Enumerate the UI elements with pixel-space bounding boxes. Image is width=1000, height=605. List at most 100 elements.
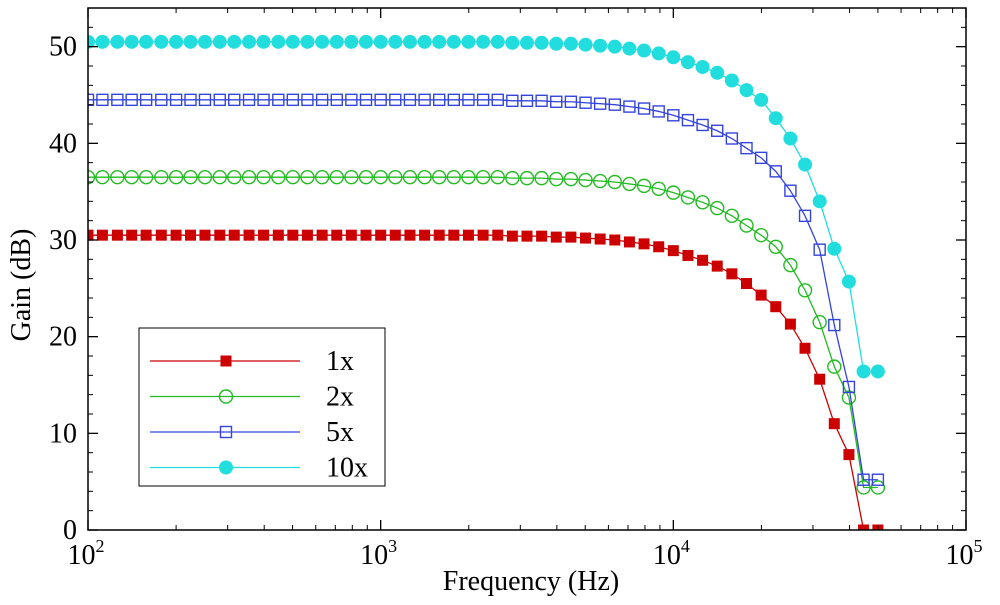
point-2x-0 [88,169,96,185]
point-10x-49 [798,157,813,172]
point-5x-16 [315,93,329,107]
x-tick-exponent: 5 [974,536,983,556]
point-5x-12 [257,93,270,107]
x-axis-label: Frequency (Hz) [443,566,619,597]
point-2x-44 [724,208,740,224]
point-1x-44 [726,268,738,280]
point-10x-35 [593,38,608,53]
point-2x-43 [710,200,725,216]
series-1x [88,229,884,530]
point-2x-54 [870,480,886,495]
point-5x-47 [769,165,782,178]
point-5x-5 [155,93,168,107]
x-tick-label: 102 [68,536,105,571]
point-1x-18 [345,229,357,241]
point-5x-20 [374,93,387,107]
point-10x-28 [490,34,505,49]
point-10x-14 [285,34,300,49]
point-10x-12 [256,34,271,49]
legend-box [138,327,386,487]
point-1x-20 [375,229,387,241]
point-2x-46 [753,227,769,243]
point-1x-19 [360,229,372,241]
point-2x-40 [666,185,681,200]
plot-layer [88,34,886,530]
point-10x-4 [139,34,154,49]
point-2x-39 [651,181,666,196]
point-10x-0 [88,34,95,49]
legend-marker-10x [219,460,233,475]
point-10x-30 [519,35,534,50]
point-5x-9 [213,93,226,107]
point-5x-22 [403,93,417,107]
point-1x-9 [214,229,226,241]
point-10x-9 [212,34,227,49]
point-10x-43 [710,65,725,80]
point-10x-26 [461,34,476,49]
point-10x-47 [768,111,783,126]
point-2x-45 [739,218,754,233]
y-tick-label: 40 [49,128,77,159]
point-5x-24 [433,93,446,107]
point-10x-20 [373,34,388,49]
point-1x-43 [711,260,723,272]
point-10x-24 [432,34,447,49]
point-5x-51 [828,318,841,332]
point-10x-40 [666,50,681,65]
point-1x-35 [594,233,606,245]
point-2x-10 [227,169,242,185]
x-tick-exponent: 2 [96,536,105,556]
point-2x-24 [432,169,447,185]
point-2x-28 [490,169,505,185]
point-10x-33 [563,36,578,51]
point-5x-53 [857,473,870,486]
point-1x-10 [228,229,240,241]
point-5x-40 [667,109,680,122]
point-5x-28 [491,93,504,107]
point-1x-26 [462,229,474,241]
point-10x-13 [271,34,286,49]
point-1x-25 [448,229,460,241]
point-5x-46 [754,151,768,165]
legend-label-5x: 5x [326,417,354,448]
series-line-10x [88,41,878,373]
legend-label-10x: 10x [326,453,368,484]
point-2x-17 [329,169,344,185]
point-5x-44 [725,132,739,145]
point-1x-4 [140,229,152,241]
point-5x-7 [184,93,197,107]
series-line-5x [88,99,878,481]
point-5x-29 [506,94,519,108]
point-1x-0 [88,229,94,241]
point-10x-52 [841,274,856,289]
point-2x-53 [856,480,871,495]
x-tick-exponent: 4 [681,536,690,556]
point-2x-32 [549,171,564,187]
point-1x-50 [814,373,826,385]
y-axis-label: Gain (dB) [6,229,37,342]
point-2x-30 [519,170,535,186]
point-10x-22 [402,34,417,49]
point-10x-11 [242,34,257,49]
legend: 1x 2x 5x 10x [138,327,386,487]
point-5x-18 [345,93,358,107]
point-2x-12 [256,169,271,185]
point-1x-52 [843,449,855,461]
point-1x-48 [784,318,796,330]
point-2x-41 [680,190,696,205]
point-1x-22 [404,229,416,241]
point-2x-48 [783,257,798,273]
point-1x-17 [331,229,343,241]
point-2x-21 [388,169,403,185]
point-2x-38 [636,178,652,194]
point-5x-34 [579,96,592,109]
point-10x-1 [95,34,110,49]
point-1x-8 [199,229,211,241]
point-10x-48 [783,131,798,146]
point-2x-29 [505,170,520,186]
point-5x-36 [608,98,622,111]
point-5x-52 [842,380,856,394]
point-10x-17 [329,34,344,49]
point-5x-31 [535,94,548,108]
point-5x-43 [711,124,724,137]
